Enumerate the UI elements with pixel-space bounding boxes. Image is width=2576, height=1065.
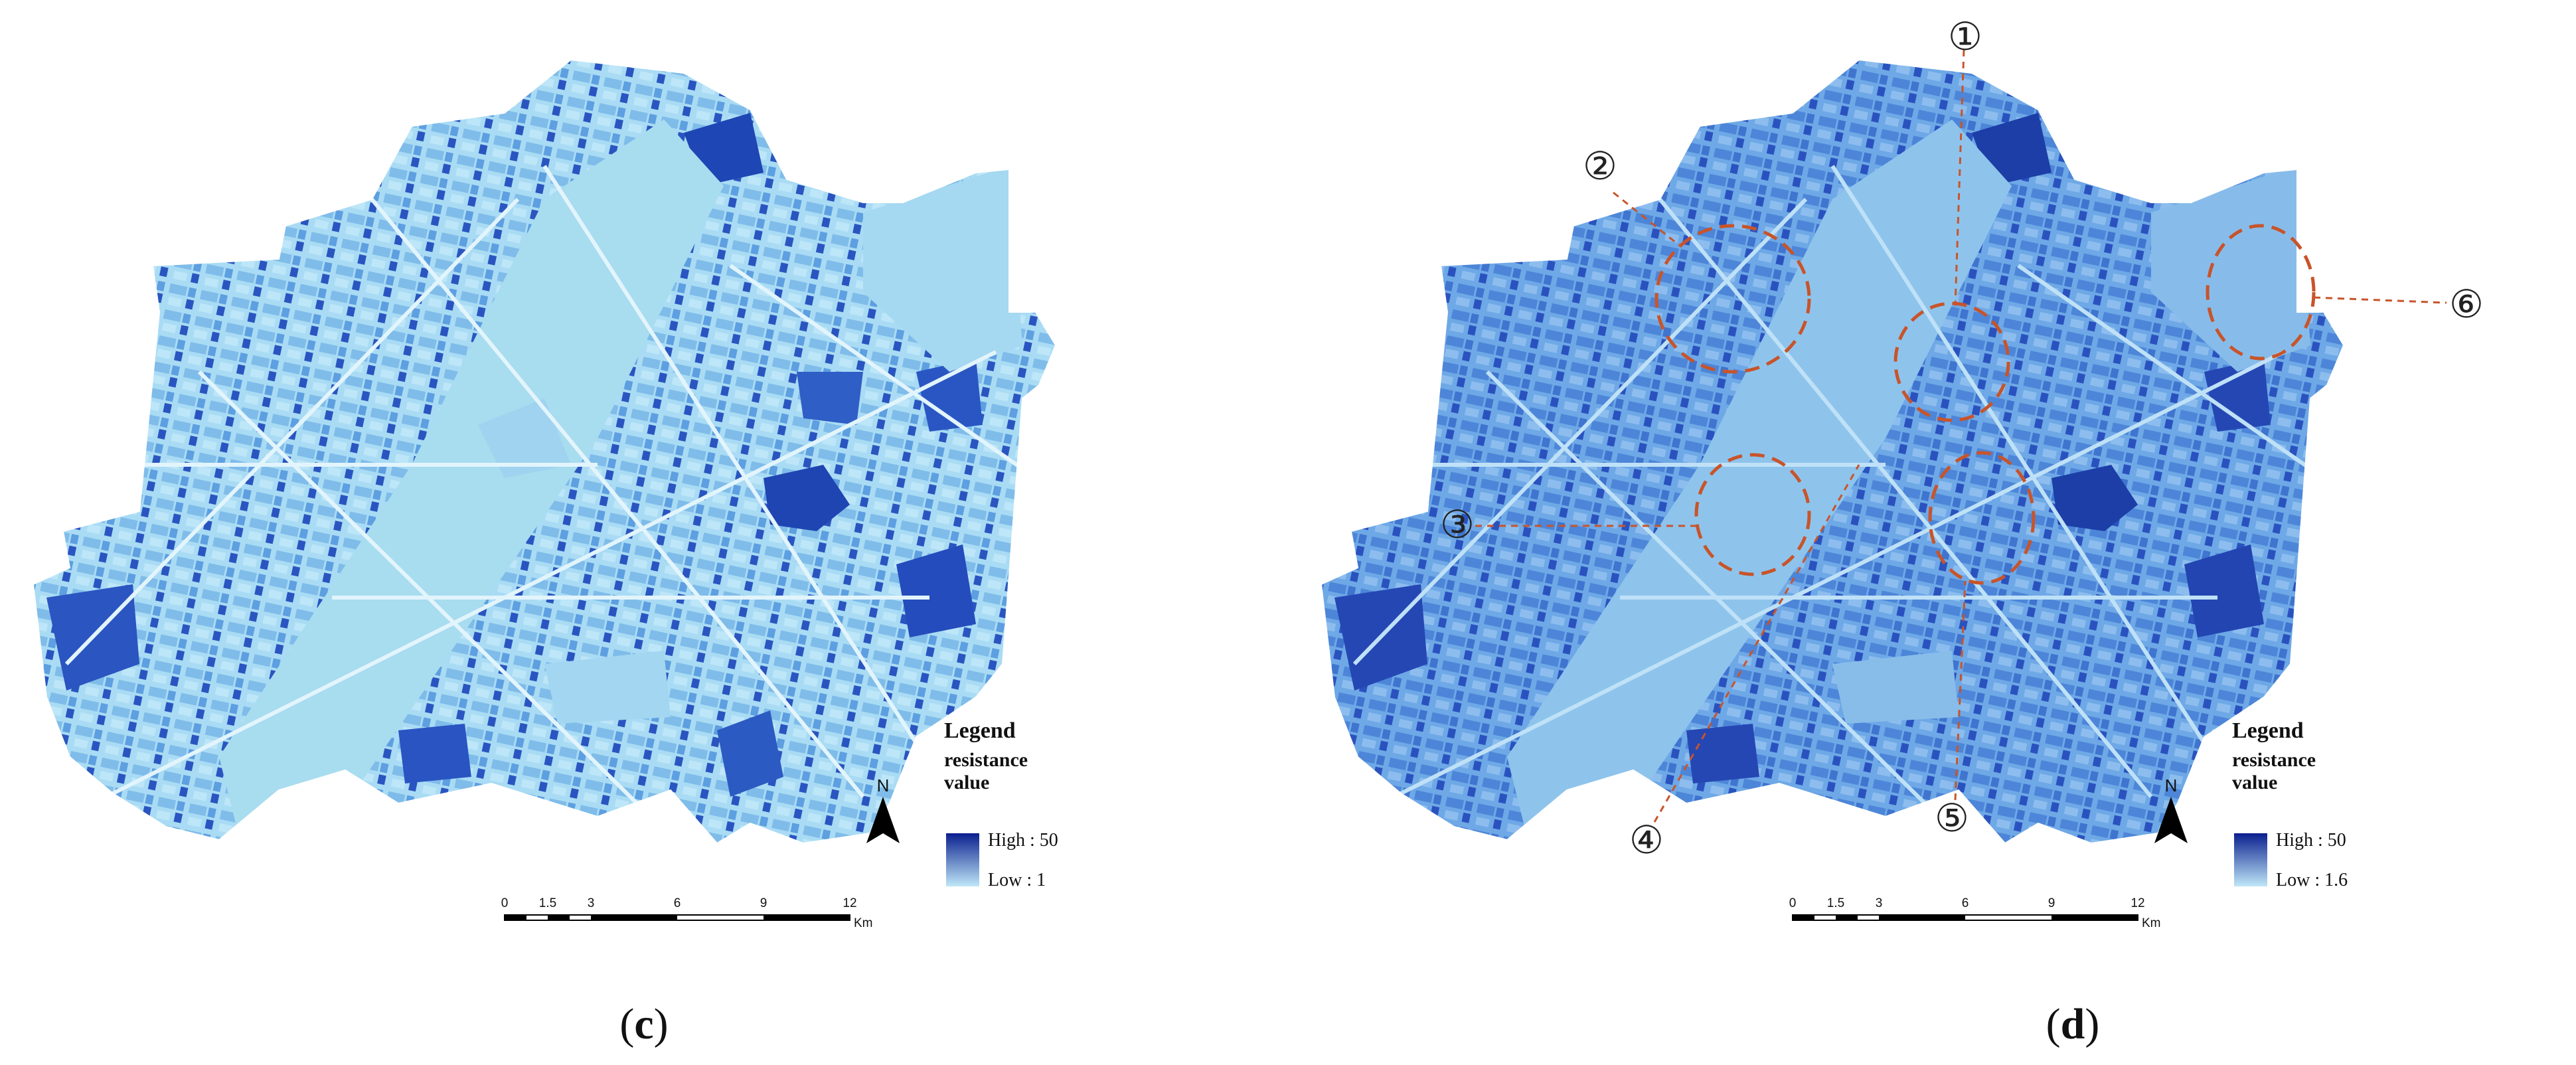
north-arrow-icon [2154,797,2188,843]
marker-5: ⑤ [1935,795,1969,841]
scale-tick: 6 [1961,896,1969,910]
scale-tick: 12 [843,896,857,910]
scale-tick: 0 [501,896,509,910]
highlight-circle-6 [2206,224,2316,361]
resistance-map-c [33,59,1056,921]
legend-color-ramp [946,833,979,886]
scale-tick: 6 [673,896,681,910]
legend-title: Legend [2232,718,2304,743]
scale-bar [1792,914,2138,921]
scale-tick: 3 [587,896,595,910]
marker-3: ③ [1440,502,1475,547]
highlight-circles [1654,224,2316,585]
scale-tick: 1.5 [1826,896,1845,910]
panel-caption: (c) [619,1000,669,1048]
scale-unit: Km [2142,916,2161,930]
map-panel-d: ① ② ③ ④ ⑤ ⑥ Legend resistance value High… [1288,0,2576,1065]
legend-low-label: Low : 1 [988,870,1046,890]
north-label: N [876,776,890,795]
legend-high-label: High : 50 [2276,830,2346,851]
scale-tick: 3 [1875,896,1883,910]
scale-tick: 12 [2131,896,2145,910]
scale-unit: Km [854,916,873,930]
legend-low-label: Low : 1.6 [2276,870,2348,890]
legend-subtitle: resistance value [2232,749,2316,793]
legend-color-ramp [2234,833,2267,886]
marker-2: ② [1583,143,1617,189]
leader-lines [1475,49,2447,823]
scale-tick: 9 [2048,896,2055,910]
legend-subtitle: resistance value [944,749,1028,793]
legend-high-label: High : 50 [988,830,1058,851]
highlight-circle-5 [1928,451,2036,585]
highlight-circle-1 [1893,301,2010,422]
north-label: N [2164,776,2178,795]
highlight-circle-2 [1654,224,1811,374]
scale-tick: 0 [1789,896,1797,910]
marker-1: ① [1948,14,1982,59]
north-arrow-icon [866,797,900,843]
highlight-circle-3 [1694,453,1811,576]
scale-tick: 1.5 [538,896,557,910]
marker-6: ⑥ [2449,282,2484,327]
legend-title: Legend [944,718,1016,743]
scale-tick: 9 [760,896,767,910]
map-panel-c: Legend resistance value High : 50 Low : … [33,59,1058,1048]
resistance-map-d [1321,49,2447,921]
marker-4: ④ [1629,817,1664,862]
scale-bar [504,914,850,921]
panel-caption: (d) [2046,1000,2100,1048]
